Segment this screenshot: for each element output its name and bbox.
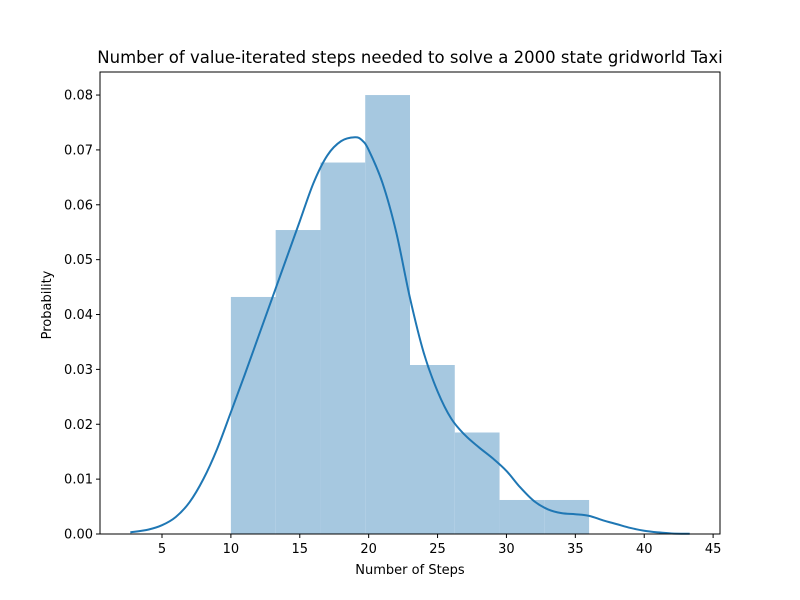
y-tick-label: 0.00 [64,528,93,543]
x-tick-label: 35 [567,542,584,557]
histogram-bar-5 [410,365,455,534]
x-tick-label: 45 [705,542,722,557]
y-tick-label: 0.06 [64,198,93,213]
histogram-bar-6 [454,432,500,534]
x-tick-label: 20 [360,542,377,557]
histogram-bars [230,95,590,535]
x-axis-label: Number of Steps [355,563,465,578]
y-tick-label: 0.05 [64,253,93,268]
y-tick-label: 0.07 [64,143,93,158]
histogram-bar-4 [365,95,410,534]
y-axis-ticks: 0.00 0.01 0.02 0.03 0.04 0.05 0.06 0.07 0.08 [64,89,100,543]
y-axis-label: Probability [40,270,55,339]
y-tick-label: 0.08 [64,89,93,104]
histogram-bar-2 [275,230,321,535]
chart-title: Number of value-iterated steps needed to… [97,48,722,67]
y-tick-label: 0.03 [64,363,93,378]
plot-frame [99,71,721,535]
x-tick-label: 10 [223,542,240,557]
y-tick-label: 0.02 [64,418,93,433]
y-tick-label: 0.04 [64,308,93,323]
y-tick-label: 0.01 [64,473,93,488]
x-tick-label: 15 [292,542,309,557]
histogram-bar-1 [230,296,276,534]
x-tick-label: 40 [636,542,653,557]
histogram-bar-7 [499,499,545,534]
histogram-bar-8 [544,499,590,534]
x-tick-label: 5 [158,542,166,557]
kde-curve [130,136,690,535]
histogram-bar-3 [320,162,366,535]
x-axis-ticks: 5 10 15 20 25 30 35 40 45 [158,534,722,557]
x-tick-label: 25 [429,542,446,557]
x-tick-label: 30 [498,542,515,557]
